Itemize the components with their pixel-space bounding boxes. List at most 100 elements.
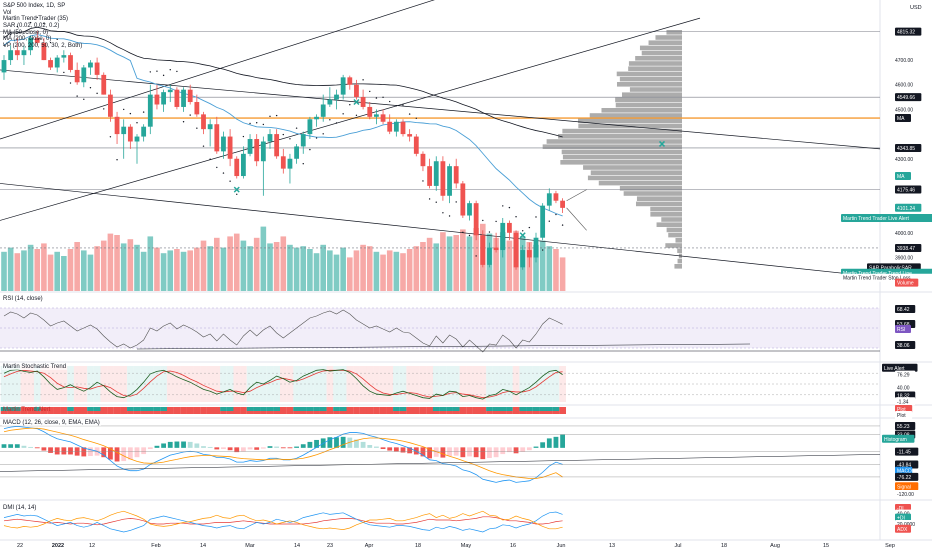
macd-histogram-bar (308, 442, 313, 448)
volume-bar (553, 249, 559, 291)
trend-alert-cell (220, 407, 227, 411)
candle-body (274, 134, 279, 156)
trend-alert-cell (499, 411, 506, 414)
macd-histogram-bar (201, 446, 206, 448)
volume-bar (114, 235, 120, 291)
volume-profile-bar (666, 30, 682, 35)
dmi-pane-label[interactable]: DMI (14, 14) (2, 505, 37, 511)
time-axis-label: May (461, 543, 472, 549)
sar-dot (522, 230, 523, 231)
macd-histogram-bar (261, 447, 266, 448)
legend-ma50[interactable]: MA (50, close, 0) (3, 30, 82, 37)
candle-body (81, 67, 86, 82)
volume-bar (433, 243, 439, 291)
volume-bar (41, 243, 47, 291)
volume-profile-bar (616, 103, 682, 108)
candle-body (480, 235, 485, 265)
time-axis-label: Feb (151, 543, 160, 549)
macd-pane-label[interactable]: MACD (12, 26, close, 9, EMA, EMA) (2, 420, 101, 426)
trend-alert-cell (307, 407, 314, 411)
sar-dot (502, 205, 503, 206)
projection-arrow-down (567, 208, 587, 230)
volume-bar (347, 257, 353, 291)
legend-vp[interactable]: VP (200, 200, 50, 30, 2, Both) (3, 43, 82, 50)
macd-histogram-bar (507, 447, 512, 452)
time-axis-label: 14 (294, 543, 300, 549)
volume-profile-bar (674, 264, 682, 269)
candle-body (494, 248, 499, 250)
legend-sar[interactable]: SAR (0.02, 0.02, 0.2) (3, 23, 82, 30)
trend-alert-cell (506, 411, 513, 414)
time-axis-label: Mar (245, 543, 255, 549)
time-axis-label: 16 (510, 543, 516, 549)
sar-dot (382, 97, 383, 98)
macd-histogram-bar (560, 435, 565, 448)
rsi-pane-label[interactable]: RSI (14, close) (2, 296, 44, 302)
trend-alert-cell (107, 411, 114, 414)
trend-alert-cell (366, 407, 373, 411)
trend-alert-cell (493, 411, 500, 414)
candle-body (387, 122, 392, 132)
sar-dot (396, 105, 397, 106)
candle-body (334, 95, 339, 100)
trend-alert-cell (513, 411, 520, 414)
candle-body (314, 117, 319, 119)
price-tick-label: 4600.00 (895, 83, 913, 89)
candle-body (327, 100, 332, 105)
macd-histogram-bar (115, 447, 120, 461)
volume-bar (154, 248, 160, 291)
price-tag: 3938.47 (897, 246, 915, 252)
candle-body (301, 134, 306, 146)
macd-histogram-bar (441, 447, 446, 457)
stoch-pane-label[interactable]: Martin Stochastic Trend (2, 364, 67, 370)
trend-alert-cell (333, 407, 340, 411)
macd-histogram-bar (474, 447, 479, 457)
trend-alert-cell (67, 407, 74, 411)
sar-dot (562, 224, 563, 225)
sar-dot (442, 212, 443, 213)
trend-alert-cell (559, 407, 566, 411)
macd-tag: Histogram (884, 437, 907, 443)
legend-trend-trader[interactable]: Martin Trend Trader (35) (3, 16, 82, 23)
trend-alert-pane-label[interactable]: Martin Trend Alert (2, 407, 51, 413)
price-tick-label: 4700.00 (895, 58, 913, 64)
macd-histogram-bar (248, 447, 253, 449)
sar-dot (289, 138, 290, 139)
time-axis-label: Sep (885, 543, 895, 549)
legend-ma200[interactable]: MA (200, close, 0) (3, 36, 82, 43)
stoch-tag: 76.29 (897, 373, 910, 379)
sar-dot (123, 109, 124, 110)
sar-dot (296, 127, 297, 128)
price-tag: 4101.24 (897, 206, 915, 212)
trend-alert-cell (553, 411, 560, 414)
trend-alert-cell (200, 407, 207, 411)
volume-profile-bar (678, 259, 682, 264)
volume-profile-bar (578, 118, 682, 123)
volume-bar (181, 252, 187, 291)
trend-alert-cell (420, 407, 427, 411)
sar-dot (555, 214, 556, 215)
trend-alert-cell (174, 407, 181, 411)
trend-alert-cell (546, 407, 553, 411)
rsi-tag: 38.06 (897, 343, 910, 349)
sar-dot (535, 216, 536, 217)
trend-alert-cell (180, 407, 187, 411)
volume-bar (221, 248, 227, 291)
time-axis-label: 2022 (52, 543, 64, 549)
trend-alert-cell (320, 407, 327, 411)
legend-vol[interactable]: Vol (3, 10, 82, 17)
candle-body (367, 107, 372, 117)
candle-body (128, 127, 133, 142)
macd-histogram-bar (234, 447, 239, 452)
macd-histogram-bar (15, 444, 20, 448)
sar-dot (329, 119, 330, 120)
trend-alert-cell (413, 407, 420, 411)
macd-tag: -120.00 (897, 492, 914, 498)
trend-alert-cell (220, 411, 227, 414)
trend-alert-cell (553, 407, 560, 411)
time-axis-label: 14 (200, 543, 206, 549)
trend-alert-cell (94, 411, 101, 414)
volume-bar (281, 236, 287, 291)
sar-dot (229, 181, 230, 182)
